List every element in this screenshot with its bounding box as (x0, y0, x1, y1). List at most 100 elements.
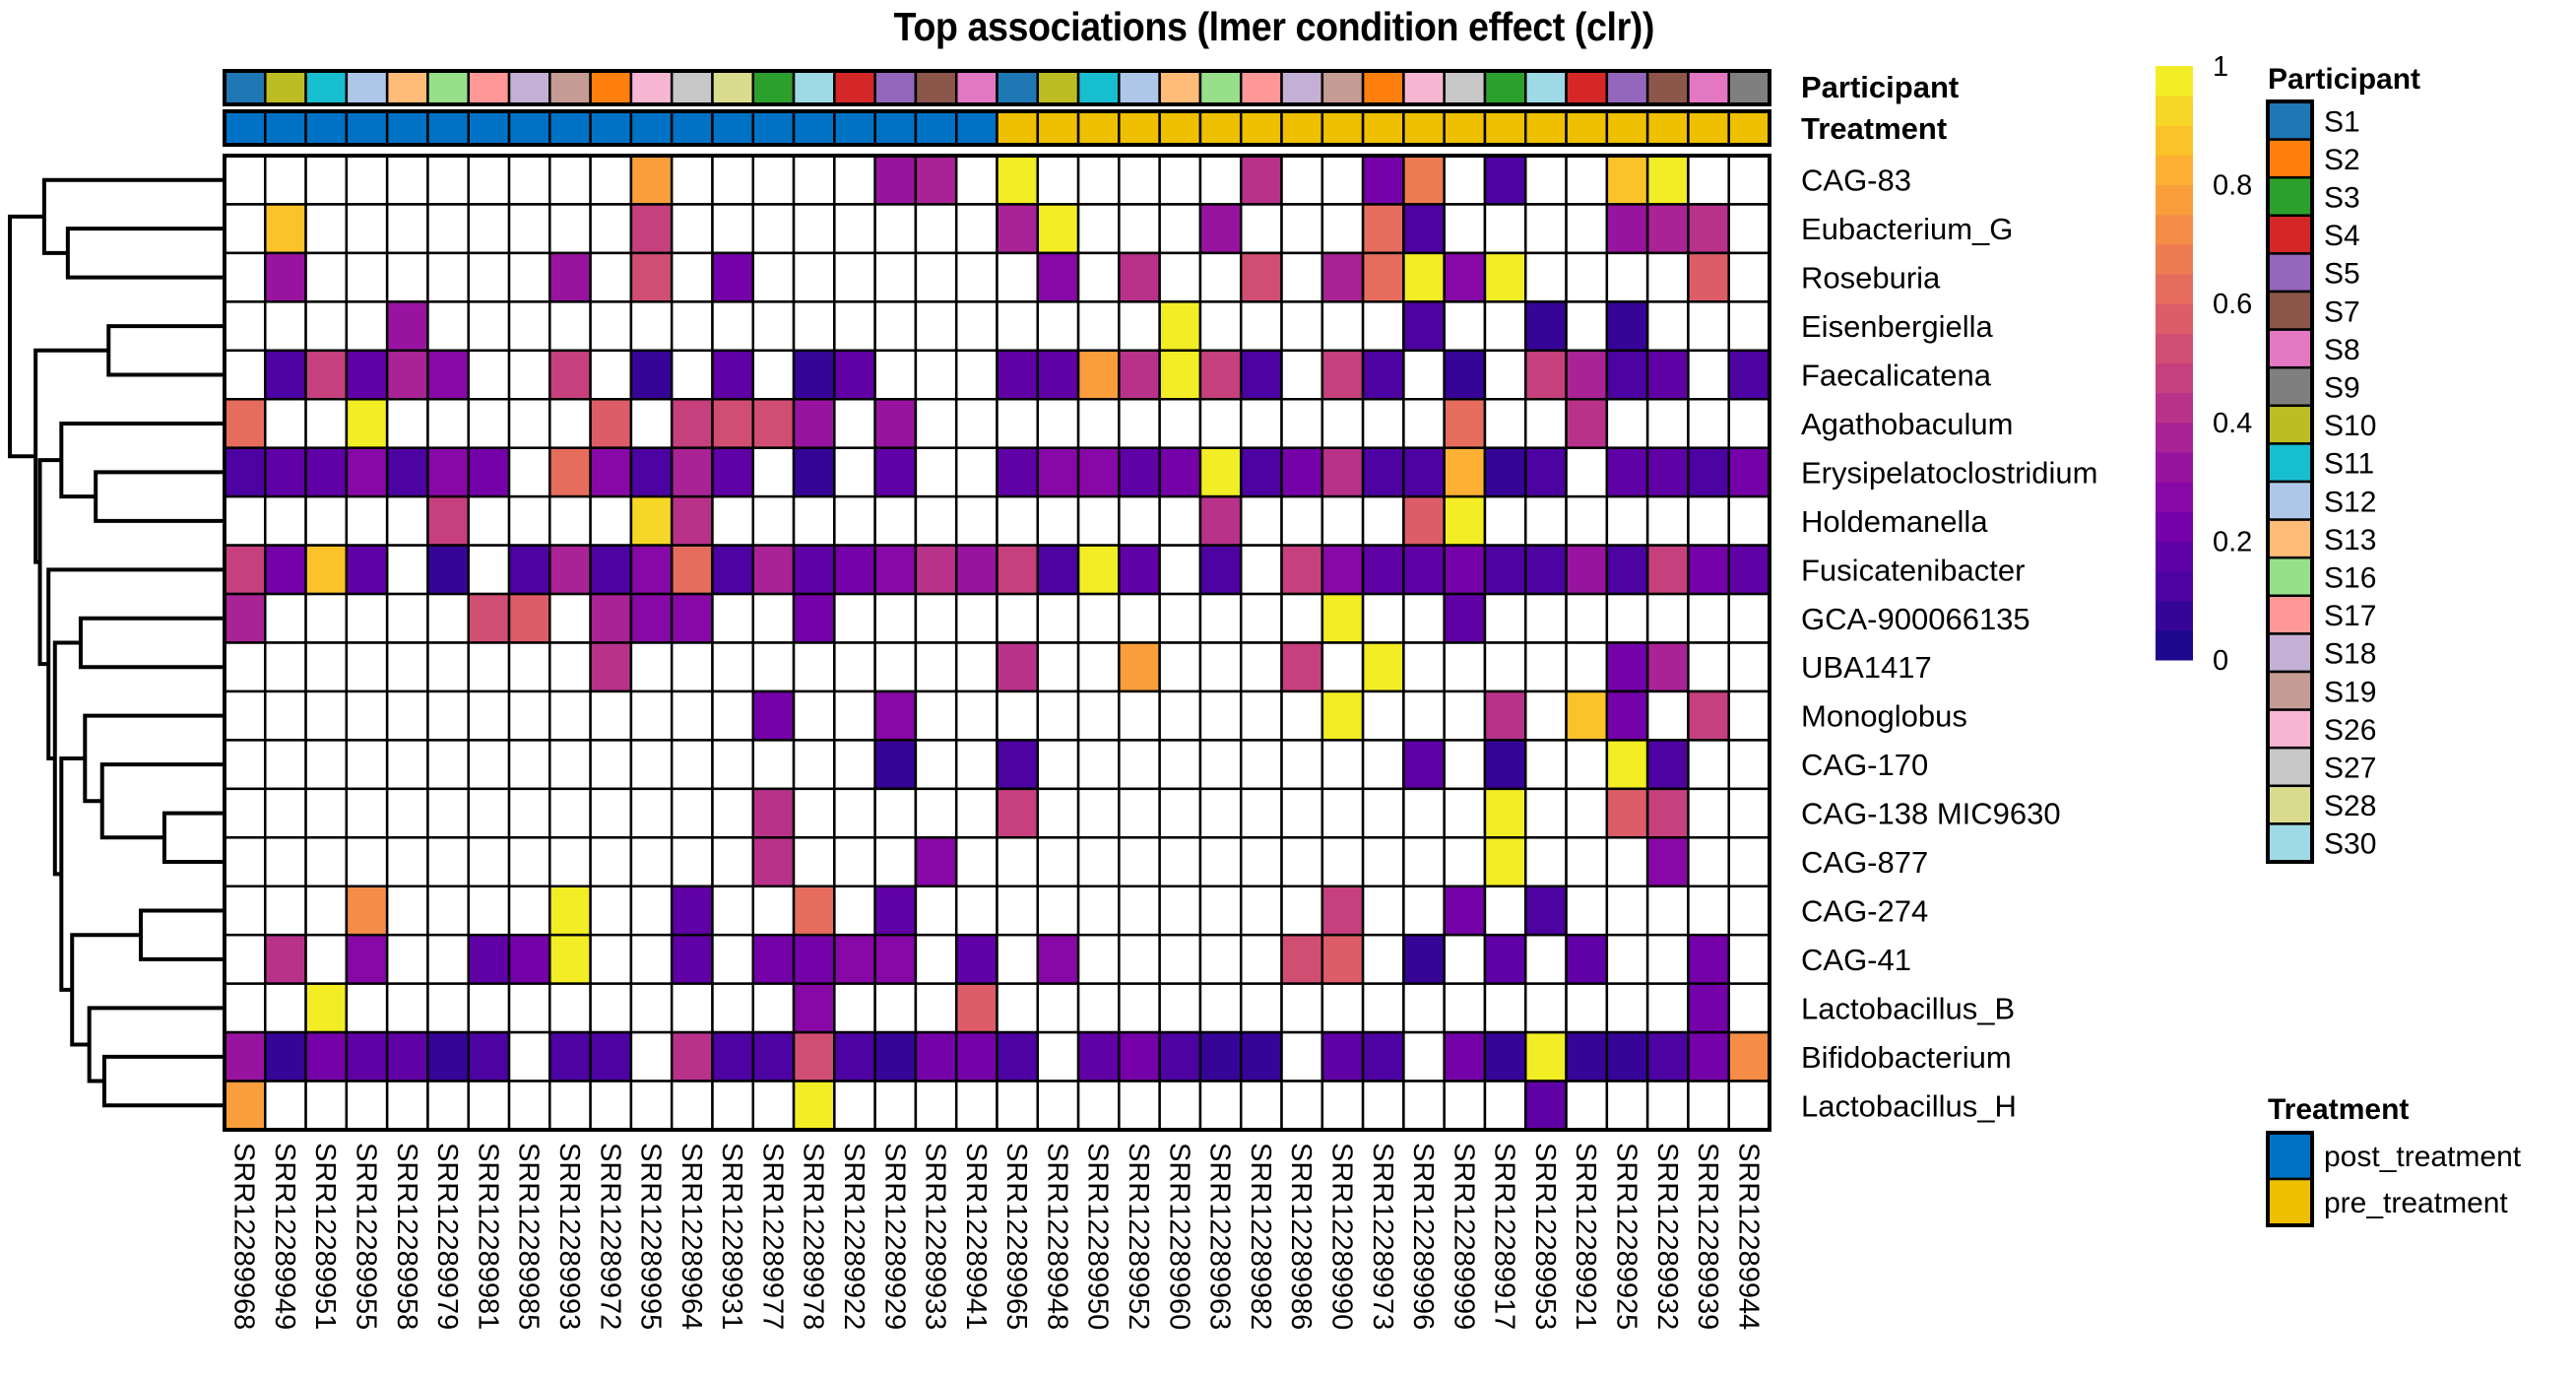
heatmap-cell (751, 689, 796, 742)
heatmap-cell (914, 251, 958, 303)
heatmap-cell (1118, 1030, 1161, 1082)
heatmap-cell (1605, 494, 1649, 547)
heatmap-cell (385, 494, 429, 547)
participant-legend-swatch (2266, 138, 2314, 179)
heatmap-cell (1036, 836, 1080, 887)
treatment-annotation-cell (589, 109, 633, 147)
heatmap-cell (996, 885, 1040, 937)
heatmap-cell (1645, 398, 1690, 449)
heatmap-cell (1645, 203, 1690, 255)
treatment-legend-swatch (2266, 1131, 2314, 1181)
heatmap-cell (264, 154, 307, 206)
heatmap-cell (1687, 1080, 1730, 1132)
treatment-annotation-cell (670, 109, 714, 147)
heatmap-cell (426, 885, 470, 937)
dendrogram-branch (46, 567, 225, 760)
treatment-annotation-cell (1483, 109, 1527, 147)
heatmap-cell (1605, 544, 1649, 596)
heatmap-cell (792, 592, 836, 644)
participant-legend-swatch (2266, 746, 2314, 788)
heatmap-cell (873, 446, 918, 498)
heatmap-cell (751, 1030, 796, 1082)
heatmap-cell (792, 933, 836, 985)
column-label: SRR12289978 (798, 1143, 829, 1330)
heatmap-cell (1076, 982, 1121, 1034)
heatmap-cell (1402, 787, 1446, 839)
heatmap-cell (1443, 494, 1487, 547)
heatmap-cell (996, 544, 1040, 596)
heatmap-cell (1076, 836, 1121, 887)
heatmap-cell (264, 689, 307, 742)
heatmap-cell (711, 1080, 755, 1132)
heatmap-cell (1320, 739, 1365, 791)
heatmap-cell (711, 398, 755, 449)
heatmap-cell (1158, 982, 1202, 1034)
heatmap-cell (345, 203, 389, 255)
participant-annotation-cell (1361, 69, 1405, 106)
heatmap-cell (304, 1030, 349, 1082)
participant-legend-label: S27 (2324, 753, 2376, 785)
heatmap-cell (304, 885, 349, 937)
heatmap-cell (507, 203, 551, 255)
heatmap-cell (467, 494, 511, 547)
heatmap-cell (1361, 933, 1405, 985)
heatmap-cell (629, 982, 674, 1034)
colorbar-tick-label: 1 (2213, 51, 2228, 83)
heatmap-cell (1280, 689, 1324, 742)
heatmap-cell (833, 1080, 876, 1132)
heatmap-cell (670, 446, 714, 498)
treatment-annotation-cell (223, 109, 267, 147)
heatmap-cell (1198, 982, 1243, 1034)
heatmap-cell (1118, 446, 1161, 498)
heatmap-cell (507, 494, 551, 547)
dendrogram-branch (41, 177, 225, 255)
participant-legend-swatch (2266, 214, 2314, 255)
heatmap-cell (507, 1080, 551, 1132)
heatmap-cell (1565, 885, 1609, 937)
heatmap-cell (1158, 154, 1202, 206)
heatmap-cell (1280, 933, 1324, 985)
heatmap-cell (345, 787, 389, 839)
heatmap-cell (1239, 836, 1283, 887)
heatmap-cell (1524, 251, 1568, 303)
heatmap-cell (914, 300, 958, 353)
heatmap-cell (670, 154, 714, 206)
heatmap-cell (467, 154, 511, 206)
heatmap-cell (792, 398, 836, 449)
heatmap-cell (1198, 203, 1243, 255)
heatmap-cell (914, 641, 958, 693)
heatmap-cell (1687, 885, 1730, 937)
participant-annotation-cell (1483, 69, 1527, 106)
heatmap-cell (223, 836, 267, 887)
heatmap-cell (507, 398, 551, 449)
participant-annotation-cell (1118, 69, 1161, 106)
column-label: SRR12289939 (1692, 1143, 1723, 1330)
heatmap-cell (1605, 349, 1649, 401)
heatmap-cell (629, 1030, 674, 1082)
heatmap-cell (1402, 982, 1446, 1034)
participant-annotation-cell (1402, 69, 1446, 106)
heatmap-cell (1280, 349, 1324, 401)
heatmap-cell (507, 446, 551, 498)
dendrogram-branch (78, 616, 225, 670)
heatmap-cell (1320, 592, 1365, 644)
heatmap-cell (467, 544, 511, 596)
heatmap-cell (264, 203, 307, 255)
heatmap-cell (629, 885, 674, 937)
heatmap-cell (996, 689, 1040, 742)
heatmap-cell (1198, 689, 1243, 742)
heatmap-cell (1076, 1080, 1121, 1132)
heatmap-cell (670, 494, 714, 547)
heatmap-cell (873, 154, 918, 206)
heatmap-cell (1076, 300, 1121, 353)
heatmap-cell (914, 739, 958, 791)
heatmap-cell (1687, 689, 1730, 742)
heatmap-cell (954, 982, 998, 1034)
heatmap-cell (385, 251, 429, 303)
participant-legend-swatch (2266, 670, 2314, 711)
participant-annotation-cell (1645, 69, 1690, 106)
heatmap-cell (264, 1030, 307, 1082)
heatmap-cell (1727, 1080, 1771, 1132)
heatmap-cell (1687, 544, 1730, 596)
